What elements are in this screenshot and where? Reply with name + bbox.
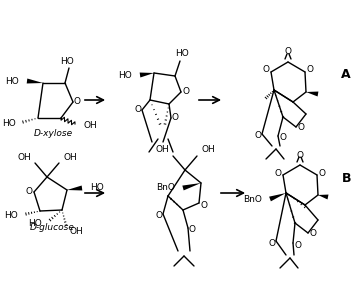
Text: O: O <box>73 97 81 107</box>
Text: O: O <box>189 225 195 234</box>
Text: O: O <box>319 168 325 177</box>
Text: O: O <box>201 201 207 210</box>
Text: OH: OH <box>155 144 169 153</box>
Text: D-xylose: D-xylose <box>33 129 73 138</box>
Text: O: O <box>279 134 287 142</box>
Text: HO: HO <box>4 210 18 220</box>
Text: OH: OH <box>201 144 215 153</box>
Text: O: O <box>26 188 32 197</box>
Text: HO: HO <box>90 182 104 192</box>
Text: OH: OH <box>17 153 31 162</box>
Polygon shape <box>27 79 43 84</box>
Polygon shape <box>140 73 154 77</box>
Text: HO: HO <box>175 49 189 58</box>
Text: B: B <box>342 171 352 184</box>
Text: HO: HO <box>5 77 19 86</box>
Text: O: O <box>275 168 282 177</box>
Text: O: O <box>171 114 179 123</box>
Text: OH: OH <box>63 153 77 162</box>
Text: HO: HO <box>2 118 16 127</box>
Text: O: O <box>297 123 305 131</box>
Text: HO: HO <box>118 71 132 79</box>
Polygon shape <box>306 92 318 97</box>
Text: O: O <box>156 212 162 221</box>
Text: O: O <box>269 238 275 247</box>
Text: O: O <box>183 88 189 97</box>
Text: OH: OH <box>83 121 97 129</box>
Text: O: O <box>297 151 303 160</box>
Polygon shape <box>67 186 82 190</box>
Text: HO: HO <box>60 57 74 66</box>
Text: HO: HO <box>28 220 42 229</box>
Text: BnO: BnO <box>243 194 262 203</box>
Text: A: A <box>341 68 351 81</box>
Text: OH: OH <box>70 227 84 236</box>
Polygon shape <box>318 194 328 199</box>
Text: O: O <box>310 229 316 238</box>
Text: D-glucose: D-glucose <box>30 223 75 231</box>
Text: O: O <box>284 47 292 57</box>
Text: O: O <box>294 240 302 249</box>
Text: O: O <box>255 131 261 140</box>
Polygon shape <box>182 183 201 190</box>
Polygon shape <box>269 193 286 201</box>
Text: BnO: BnO <box>156 184 175 192</box>
Text: O: O <box>135 105 141 114</box>
Text: O: O <box>262 66 270 75</box>
Text: O: O <box>306 66 314 75</box>
